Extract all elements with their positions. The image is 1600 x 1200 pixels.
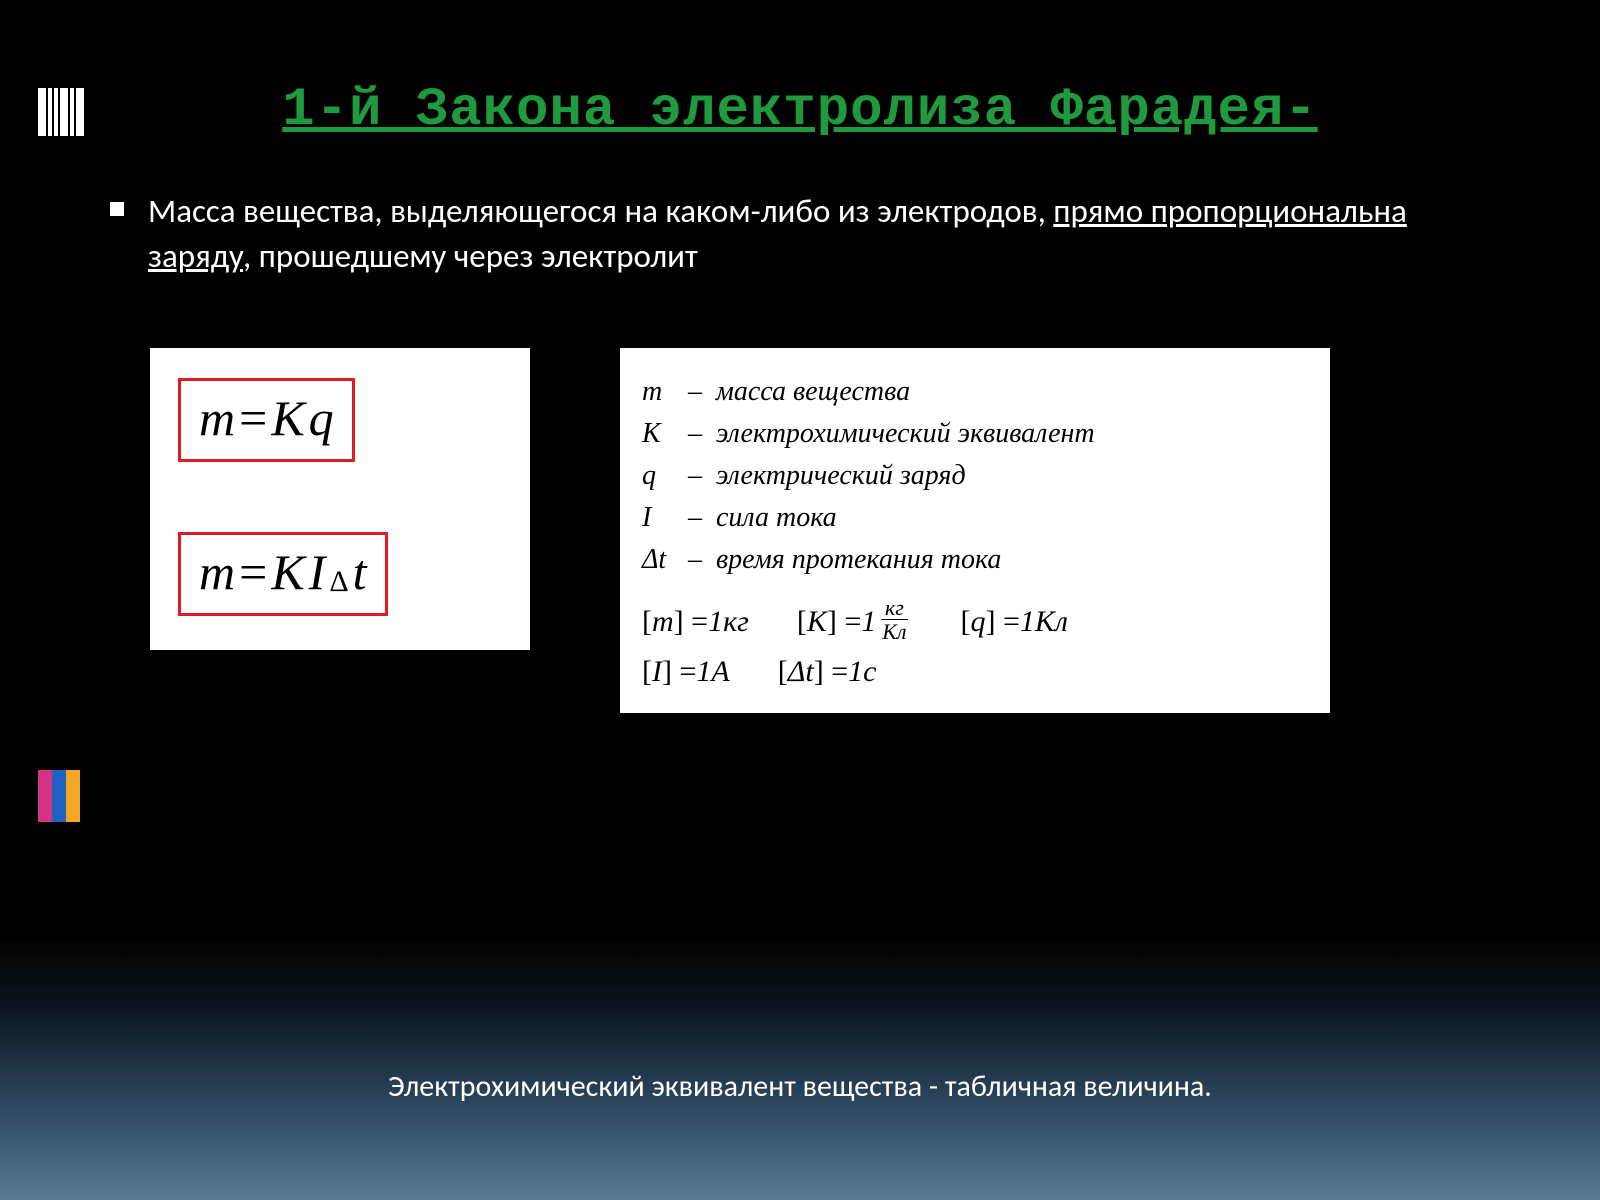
def-q: q – электрический заряд — [642, 460, 1308, 492]
f2-i: I — [309, 543, 326, 601]
def-i: I – сила тока — [642, 502, 1308, 534]
content-row: m = Kq m = KI Δt m – масса вещества K – … — [150, 348, 1490, 713]
def-m: m – масса вещества — [642, 376, 1308, 408]
law-post: , прошедшему через электролит — [243, 236, 698, 276]
bullet-icon — [110, 202, 124, 216]
f2-delta: Δ — [329, 565, 348, 599]
slide: 1-й Закона электролиза Фарадея- Масса ве… — [0, 0, 1600, 1200]
footer-note: Электрохимический эквивалент вещества - … — [0, 1068, 1600, 1105]
slide-title: 1-й Закона электролиза Фарадея- — [110, 80, 1490, 141]
f1-lhs: m — [199, 389, 235, 447]
unit-k: [K] = 1кгКл — [797, 598, 913, 645]
bullet-paragraph: Масса вещества, выделяющегося на каком-л… — [110, 189, 1490, 278]
law-pre: Масса вещества, выделяющегося на каком-л… — [148, 191, 1053, 231]
f1-eq: = — [239, 389, 267, 447]
f1-k: K — [271, 389, 304, 447]
unit-q: [q] = 1Кл — [960, 598, 1067, 645]
formula-panel: m = Kq m = KI Δt — [150, 348, 530, 650]
f1-q: q — [309, 389, 334, 447]
units-row-1: [m] = 1кг [K] = 1кгКл [q] = 1Кл — [642, 598, 1308, 645]
barcode-decoration — [38, 88, 84, 136]
unit-i: [I] = 1A — [642, 655, 730, 689]
f2-lhs: m — [199, 543, 235, 601]
definitions-panel: m – масса вещества K – электрохимический… — [620, 348, 1330, 713]
formula-1: m = Kq — [178, 378, 355, 462]
law-statement: Масса вещества, выделяющегося на каком-л… — [148, 189, 1490, 278]
unit-dt: [Δt] = 1c — [778, 655, 877, 689]
def-dt: Δt – время протекания тока — [642, 544, 1308, 576]
mini-color-bars — [38, 770, 80, 822]
f2-k: K — [271, 543, 304, 601]
formula-2: m = KI Δt — [178, 532, 388, 616]
units-row-2: [I] = 1A [Δt] = 1c — [642, 655, 1308, 689]
unit-m: [m] = 1кг — [642, 598, 749, 645]
f2-t: t — [353, 543, 367, 601]
f2-eq: = — [239, 543, 267, 601]
def-k: K – электрохимический эквивалент — [642, 418, 1308, 450]
